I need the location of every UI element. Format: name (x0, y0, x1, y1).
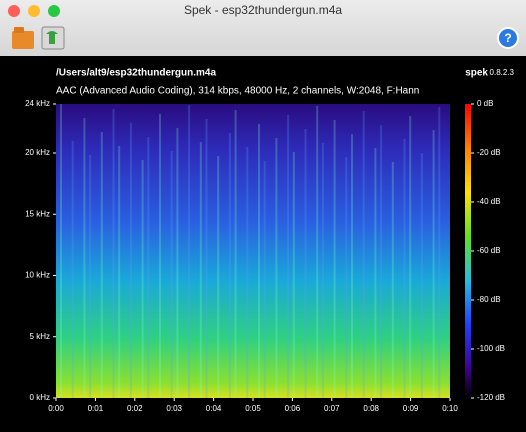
close-button[interactable] (8, 5, 20, 17)
onset-stripe (433, 130, 435, 398)
onset-stripe (392, 162, 394, 398)
onset-stripe (118, 146, 120, 398)
file-info: AAC (Advanced Audio Coding), 314 kbps, 4… (56, 86, 419, 97)
onset-stripe (374, 148, 376, 398)
onset-stripe (334, 120, 336, 398)
page: Spek - esp32thundergun.m4a ? /Users/alt9… (0, 0, 526, 432)
onset-stripe (287, 115, 289, 398)
onset-stripe (229, 133, 231, 398)
frequency-label: 15 kHz (25, 209, 50, 218)
color-bar (465, 104, 471, 398)
time-label: 0:08 (363, 404, 379, 413)
time-label: 0:07 (324, 404, 340, 413)
save-button[interactable] (42, 27, 64, 49)
onset-stripe (142, 160, 144, 398)
level-label: -40 dB (477, 197, 501, 206)
frequency-label: 5 kHz (30, 332, 50, 341)
onset-stripe (176, 128, 178, 398)
onset-stripe (438, 107, 440, 398)
spectrogram (56, 104, 450, 398)
time-label: 0:06 (285, 404, 301, 413)
folder-tab (14, 27, 24, 33)
onset-stripe (345, 157, 347, 398)
level-label: -60 dB (477, 246, 501, 255)
onset-stripe (217, 156, 219, 398)
onset-stripe (421, 153, 423, 398)
onset-stripe (275, 138, 277, 398)
onset-stripe (171, 151, 173, 398)
file-path: /Users/alt9/esp32thundergun.m4a (56, 68, 216, 79)
app-version: 0.8.2.3 (490, 68, 515, 77)
onset-stripe (322, 143, 324, 398)
onset-stripe (60, 104, 62, 398)
level-label: -80 dB (477, 295, 501, 304)
time-label: 0:03 (166, 404, 182, 413)
time-label: 0:04 (206, 404, 222, 413)
folder-icon (12, 31, 34, 49)
onset-stripe (351, 134, 353, 398)
onset-stripe (404, 139, 406, 398)
time-label: 0:00 (48, 404, 64, 413)
level-label: -100 dB (477, 344, 505, 353)
level-label: -120 dB (477, 393, 505, 402)
spek-window: Spek - esp32thundergun.m4a ? /Users/alt9… (0, 0, 526, 432)
onset-stripe (206, 119, 208, 398)
onset-stripe (246, 147, 248, 398)
onset-stripe (258, 124, 260, 398)
frequency-label: 0 kHz (30, 393, 50, 402)
onset-stripe (316, 106, 318, 398)
onset-stripe (409, 116, 411, 398)
zoom-button[interactable] (48, 5, 60, 17)
minimize-button[interactable] (28, 5, 40, 17)
onset-stripe (305, 129, 307, 398)
time-label: 0:05 (245, 404, 261, 413)
frequency-label: 24 kHz (25, 99, 50, 108)
onset-stripe (113, 109, 115, 398)
frequency-label: 20 kHz (25, 148, 50, 157)
onset-stripe (89, 155, 91, 398)
onset-stripe (380, 125, 382, 398)
onset-stripe (363, 111, 365, 398)
time-label: 0:02 (127, 404, 143, 413)
onset-stripe (188, 105, 190, 398)
time-label: 0:10 (442, 404, 458, 413)
onset-stripe (72, 141, 74, 398)
frequency-label: 10 kHz (25, 271, 50, 280)
time-label: 0:09 (403, 404, 419, 413)
onset-stripe (130, 123, 132, 398)
time-label: 0:01 (88, 404, 104, 413)
onset-stripe (101, 132, 103, 398)
onset-stripe (147, 137, 149, 398)
app-name: spek (465, 68, 488, 79)
level-label: 0 dB (477, 99, 493, 108)
onset-stripe (293, 152, 295, 398)
onset-stripe (83, 118, 85, 398)
onset-stripe (235, 110, 237, 398)
onset-stripe (159, 114, 161, 398)
window-title: Spek - esp32thundergun.m4a (184, 3, 342, 17)
help-icon: ? (504, 31, 511, 45)
onset-stripe (200, 142, 202, 398)
onset-stripe (264, 161, 266, 398)
level-label: -20 dB (477, 148, 501, 157)
